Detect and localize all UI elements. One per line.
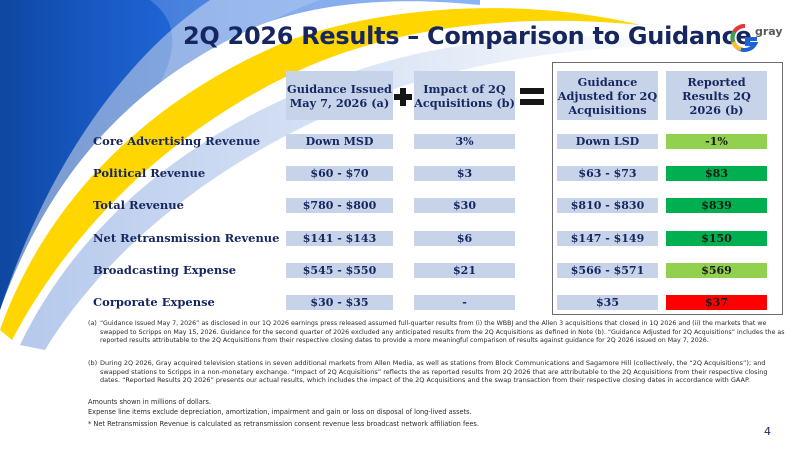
logo-text: gray xyxy=(755,25,783,38)
page-title: 2Q 2026 Results – Comparison to Guidance xyxy=(183,22,752,50)
cell-guidance: $30 - $35 xyxy=(286,295,393,310)
row-label-political: Political Revenue xyxy=(93,166,206,180)
header-reported: Reported Results 2Q 2026 (b) xyxy=(666,71,767,120)
row-label-core-advertising: Core Advertising Revenue xyxy=(93,134,261,148)
plus-icon xyxy=(394,88,412,106)
footnote-b-text: During 2Q 2026, Gray acquired television… xyxy=(100,359,768,385)
cell-reported: $83 xyxy=(666,166,767,181)
footnote-a-marker: (a) xyxy=(88,320,97,327)
header-guidance: Guidance Issued May 7, 2026 (a) xyxy=(286,71,393,120)
footnote-a-text: “Guidance Issued May 7, 2026” as disclos… xyxy=(100,320,785,345)
footnote-b: (b) During 2Q 2026, Gray acquired televi… xyxy=(88,359,788,385)
cell-reported: $37 xyxy=(666,295,767,310)
row-label-total-revenue: Total Revenue xyxy=(93,198,184,212)
page-number: 4 xyxy=(764,425,771,438)
cell-impact: 3% xyxy=(414,134,515,149)
cell-reported: $150 xyxy=(666,231,767,246)
cell-impact: $6 xyxy=(414,231,515,246)
row-label-corporate-expense: Corporate Expense xyxy=(93,295,215,309)
cell-guidance: Down MSD xyxy=(286,134,393,149)
cell-adjusted: $566 - $571 xyxy=(557,263,658,278)
cell-reported: -1% xyxy=(666,134,767,149)
cell-impact: $30 xyxy=(414,198,515,213)
footnote-expense: Expense line items exclude depreciation,… xyxy=(88,408,472,416)
row-label-broadcasting-expense: Broadcasting Expense xyxy=(93,263,237,277)
row-label-net-retransmission: Net Retransmission Revenue xyxy=(93,231,280,245)
cell-impact: $3 xyxy=(414,166,515,181)
footnote-a: (a) “Guidance Issued May 7, 2026” as dis… xyxy=(88,320,788,346)
cell-reported: $839 xyxy=(666,198,767,213)
footnote-amounts: Amounts shown in millions of dollars. xyxy=(88,398,211,406)
cell-adjusted: $63 - $73 xyxy=(557,166,658,181)
footnote-retrans: * Net Retransmission Revenue is calculat… xyxy=(88,420,479,428)
header-impact: Impact of 2Q Acquisitions (b) xyxy=(414,71,515,120)
cell-impact: $21 xyxy=(414,263,515,278)
cell-adjusted: $147 - $149 xyxy=(557,231,658,246)
footnote-b-marker: (b) xyxy=(88,359,98,367)
cell-reported: $569 xyxy=(666,263,767,278)
cell-guidance: $141 - $143 xyxy=(286,231,393,246)
gray-logo-icon xyxy=(730,23,759,52)
header-adjusted: Guidance Adjusted for 2Q Acquisitions xyxy=(557,71,658,120)
cell-impact: - xyxy=(414,295,515,310)
cell-adjusted: $35 xyxy=(557,295,658,310)
cell-adjusted: $810 - $830 xyxy=(557,198,658,213)
cell-guidance: $60 - $70 xyxy=(286,166,393,181)
cell-adjusted: Down LSD xyxy=(557,134,658,149)
cell-guidance: $780 - $800 xyxy=(286,198,393,213)
cell-guidance: $545 - $550 xyxy=(286,263,393,278)
equals-icon xyxy=(520,88,544,106)
